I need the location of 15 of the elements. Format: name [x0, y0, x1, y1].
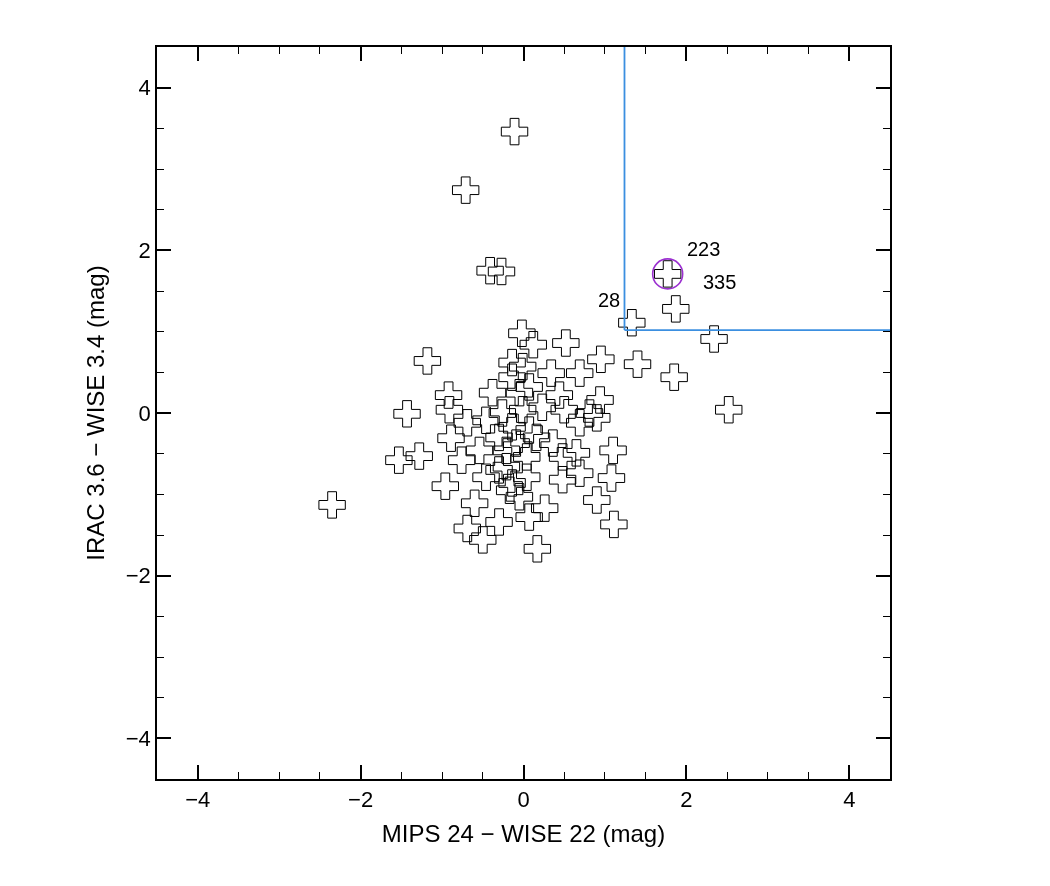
annotation: 28	[598, 289, 621, 311]
y-tick-label: 2	[138, 238, 151, 264]
y-axis-title: IRAC 3.6 − WISE 3.4 (mag)	[82, 265, 110, 561]
y-tick-label: −2	[125, 563, 151, 589]
x-axis-title: MIPS 24 − WISE 22 (mag)	[381, 819, 666, 847]
x-tick-label: −2	[348, 787, 374, 813]
x-tick-label: 4	[843, 787, 856, 813]
x-tick-label: −4	[185, 787, 211, 813]
y-tick-label: 4	[138, 75, 151, 101]
annotation: 223	[687, 238, 721, 260]
annotation: 335	[703, 271, 737, 293]
x-tick-label: 0	[517, 787, 530, 813]
y-tick-label: −4	[125, 726, 151, 752]
y-tick-label: 0	[138, 400, 151, 426]
x-tick-label: 2	[680, 787, 693, 813]
